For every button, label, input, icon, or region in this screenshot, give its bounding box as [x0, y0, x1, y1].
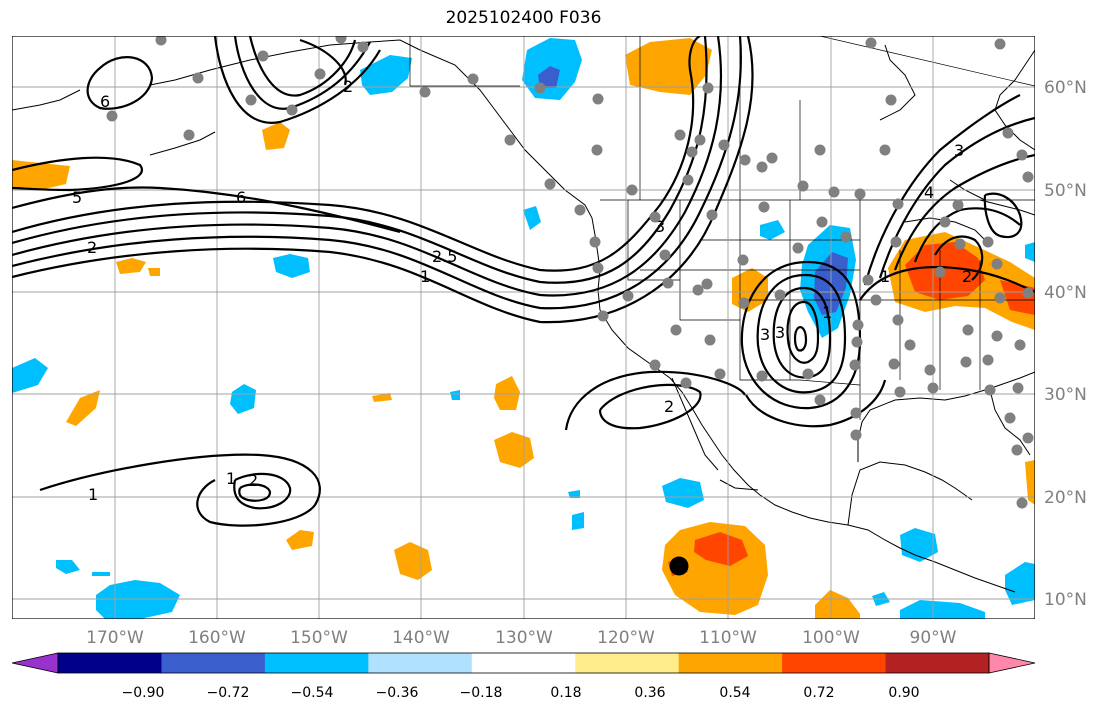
- contour-label: 2: [248, 471, 258, 490]
- contour-label: 1: [880, 267, 890, 286]
- shade-blue: [568, 490, 580, 498]
- colorbar-tick-label: 0.18: [550, 685, 581, 701]
- colorbar: −0.90 −0.72 −0.54 −0.36 −0.18 0.18 0.36 …: [11, 652, 1036, 701]
- contour-labels: 6 5 6 2 2.5 1 1 2 1 3 3 4 3 3 2 1 2 1 2: [72, 77, 972, 504]
- lon-tick-label: 90°W: [910, 628, 957, 648]
- contours: [12, 36, 1035, 527]
- colorbar-segment: [264, 653, 369, 673]
- colorbar-segment: [885, 653, 990, 673]
- shade-red: [694, 532, 748, 566]
- colorbar-tick-labels: −0.90 −0.72 −0.54 −0.36 −0.18 0.18 0.36 …: [122, 685, 920, 701]
- shade-blue: [230, 384, 256, 414]
- colorbar-segment: [161, 653, 266, 673]
- station-dots: [106, 36, 1034, 509]
- shade-blue: [1025, 242, 1035, 262]
- shade-orange: [1025, 460, 1035, 505]
- contour-label: 3: [655, 217, 665, 236]
- contour-label: 2: [343, 77, 353, 96]
- shade-orange: [286, 530, 314, 550]
- lat-tick-label: 10°N: [1044, 590, 1087, 610]
- shade-blue: [760, 220, 785, 240]
- contour-label: 5: [72, 188, 82, 207]
- shade-blue: [662, 478, 704, 508]
- shade-darkblue: [538, 66, 560, 88]
- country-state-borders: [409, 36, 1035, 420]
- shade-blue: [572, 512, 584, 530]
- shade-orange: [148, 268, 160, 276]
- colorbar-segments: [11, 652, 1036, 674]
- colorbar-extend-max: [988, 652, 1036, 674]
- shade-orange: [372, 393, 392, 402]
- shade-orange: [116, 258, 146, 274]
- colorbar-segment: [368, 653, 473, 673]
- shade-orange: [494, 376, 520, 410]
- shade-blue: [273, 254, 310, 278]
- colorbar-extend-min: [11, 652, 59, 674]
- lat-tick-label: 40°N: [1044, 283, 1087, 303]
- contour-label: 1: [226, 469, 236, 488]
- contour-label: 2: [87, 238, 97, 257]
- colorbar-segment: [575, 653, 680, 673]
- contour-label: 6: [236, 188, 246, 207]
- lat-tick-label: 50°N: [1044, 181, 1087, 201]
- lon-tick-label: 140°W: [392, 628, 450, 648]
- contour-label: 3: [775, 323, 785, 342]
- lat-tick-label: 30°N: [1044, 385, 1087, 405]
- shade-orange: [815, 590, 860, 619]
- map-area: 6 5 6 2 2.5 1 1 2 1 3 3 4 3 3 2 1 2 1 2: [12, 36, 1035, 619]
- colorbar-tick-label: −0.54: [291, 685, 334, 701]
- colorbar-segment: [782, 653, 887, 673]
- colorbar-segment: [678, 653, 783, 673]
- lon-tick-label: 170°W: [86, 628, 144, 648]
- colorbar-outline: [57, 652, 990, 674]
- lon-tick-label: 100°W: [802, 628, 860, 648]
- shade-blue: [523, 206, 541, 230]
- lon-tick-label: 160°W: [188, 628, 246, 648]
- contour-label: 4: [924, 183, 934, 202]
- colorbar-tick-label: −0.36: [376, 685, 419, 701]
- colorbar-tick-label: −0.18: [460, 685, 503, 701]
- contour-label: 2.5: [432, 247, 457, 266]
- lon-tick-label: 110°W: [699, 628, 757, 648]
- colorbar-tick-label: 0.54: [719, 685, 750, 701]
- lon-axis: 170°W 160°W 150°W 140°W 130°W 120°W 110°…: [86, 628, 957, 648]
- lon-tick-label: 120°W: [597, 628, 655, 648]
- colorbar-tick-label: −0.72: [207, 685, 250, 701]
- colorbar-tick-label: −0.90: [122, 685, 165, 701]
- shade-blue: [360, 55, 412, 95]
- contour-label: 6: [100, 92, 110, 111]
- lon-tick-label: 130°W: [495, 628, 553, 648]
- lat-tick-label: 60°N: [1044, 78, 1087, 98]
- shade-blue: [92, 572, 110, 576]
- coastlines: [12, 39, 1035, 593]
- shade-blue: [1005, 562, 1035, 605]
- colorbar-tick-label: 0.36: [634, 685, 665, 701]
- lat-axis: 60°N 50°N 40°N 30°N 20°N 10°N: [1044, 78, 1087, 610]
- contour-label: 1: [822, 303, 832, 322]
- contour-label: 1: [88, 485, 98, 504]
- shade-blue: [900, 528, 938, 562]
- contour-label: 2: [962, 267, 972, 286]
- shade-orange: [262, 122, 290, 150]
- colorbar-tick-label: 0.90: [888, 685, 919, 701]
- storm-center-marker: [669, 556, 689, 576]
- map-title: 2025102400 F036: [445, 8, 602, 28]
- shade-orange: [66, 390, 100, 426]
- shade-blue: [56, 560, 80, 574]
- lon-tick-label: 150°W: [290, 628, 348, 648]
- shade-blue: [12, 358, 48, 393]
- colorbar-segment: [58, 653, 162, 673]
- contour-label: 2: [664, 397, 674, 416]
- shade-orange: [394, 542, 432, 580]
- contour-label: 1: [420, 267, 430, 286]
- shade-blue: [900, 600, 985, 619]
- lat-tick-label: 20°N: [1044, 488, 1087, 508]
- contour-label: 3: [954, 141, 964, 160]
- contour-label: 3: [760, 325, 770, 344]
- colorbar-segment: [471, 653, 576, 673]
- shade-blue: [96, 580, 180, 619]
- colorbar-tick-label: 0.72: [803, 685, 834, 701]
- shade-blue: [450, 390, 460, 400]
